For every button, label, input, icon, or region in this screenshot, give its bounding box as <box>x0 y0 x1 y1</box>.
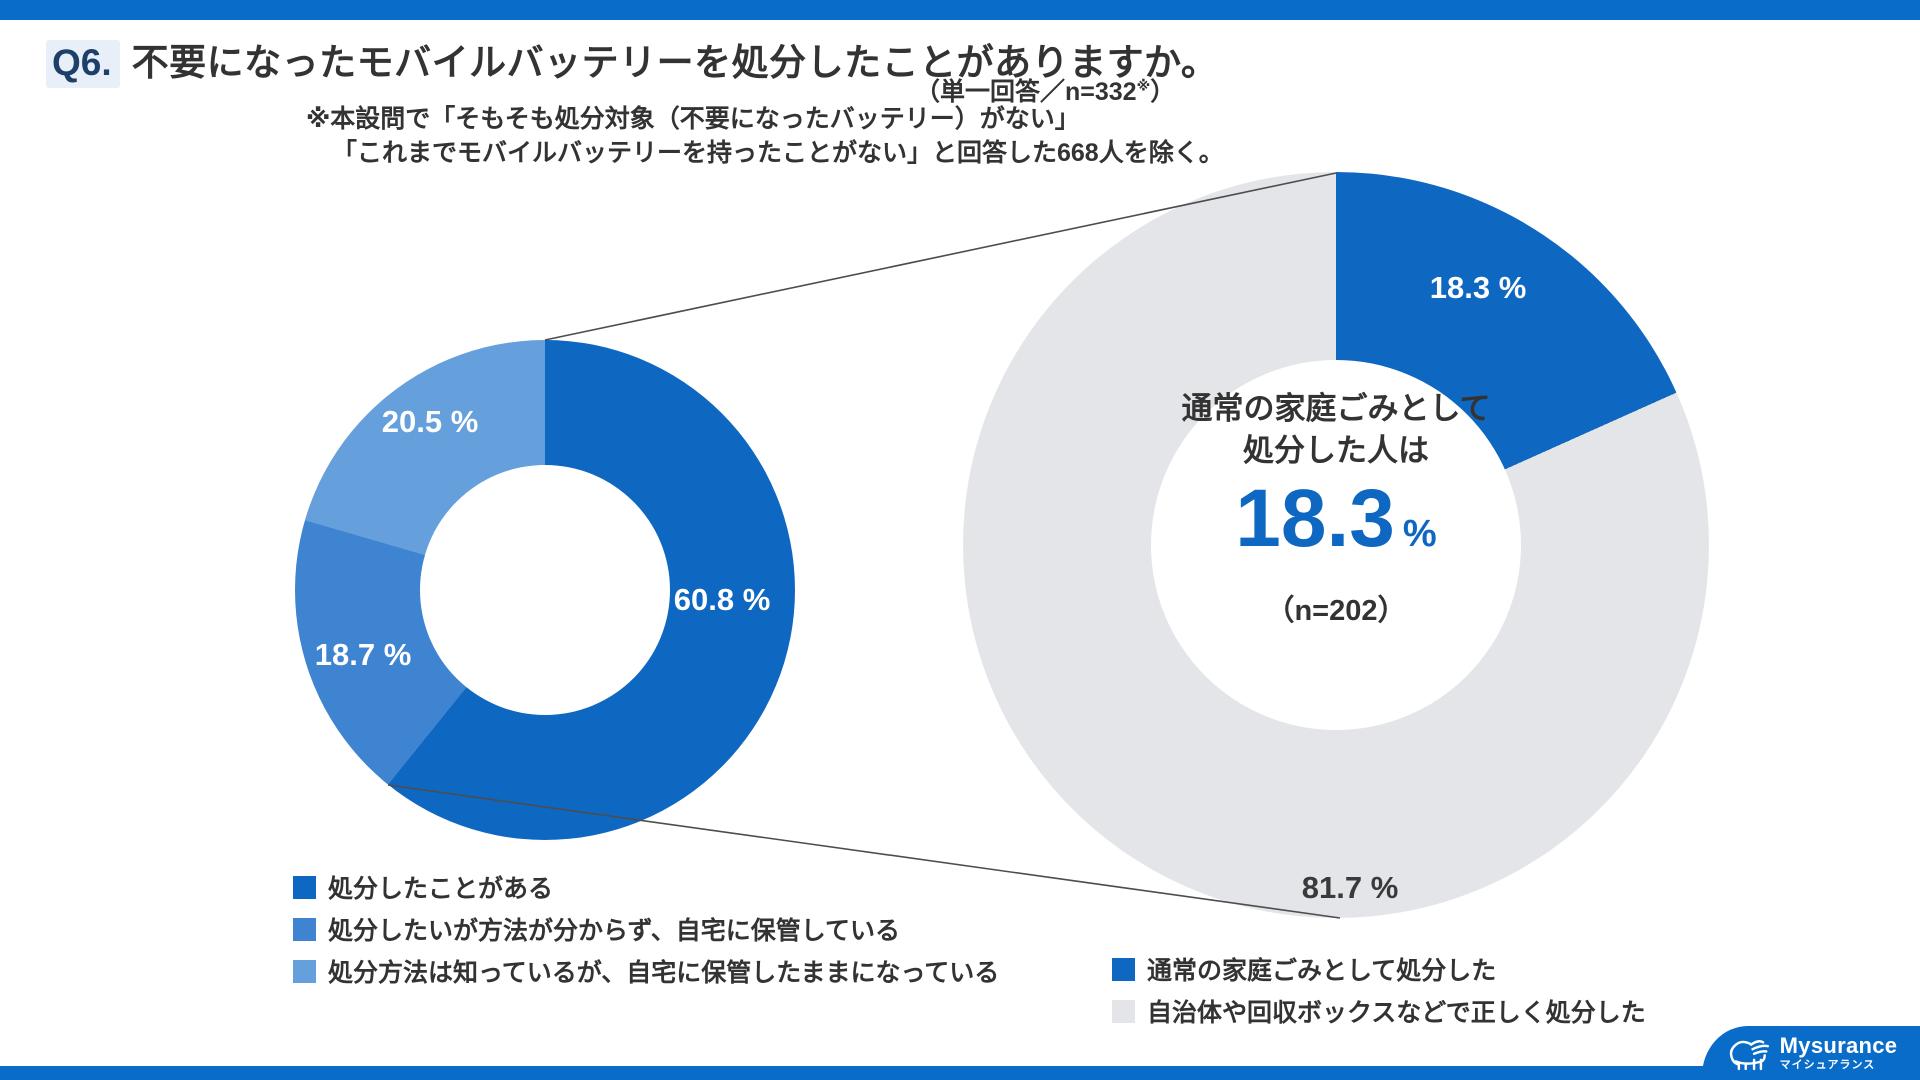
legend-item: 通常の家庭ごみとして処分した <box>1112 948 1646 990</box>
legend-item: 自治体や回収ボックスなどで正しく処分した <box>1112 990 1646 1032</box>
callout-line1: 通常の家庭ごみとして <box>1181 391 1491 426</box>
legend-label: 自治体や回収ボックスなどで正しく処分した <box>1147 999 1646 1027</box>
page-title: Q6. 不要になったモバイルバッテリーを処分したことがありますか。 <box>46 32 1218 88</box>
slice-label-disposed: 60.8 % <box>673 582 771 617</box>
question-number: Q6. <box>46 40 120 88</box>
legend-swatch-keep-know-method <box>293 959 316 983</box>
donut-center-callout: 通常の家庭ごみとして 処分した人は 18.3% （n=202） <box>1151 388 1521 629</box>
mysurance-lion-icon <box>1729 1040 1769 1071</box>
legend-swatch-correctly-disposed <box>1112 999 1135 1023</box>
slice-label-household-garbage: 18.3 % <box>1429 270 1527 305</box>
brand-name: Mysurance <box>1779 1033 1898 1058</box>
legend-swatch-household-garbage <box>1112 957 1135 981</box>
slice-label-keep-know-method: 20.5 % <box>381 404 479 439</box>
legend-label: 通常の家庭ごみとして処分した <box>1147 957 1497 985</box>
callout-sample-size: （n=202） <box>1265 595 1407 627</box>
callout-value: 18.3% <box>1151 478 1521 583</box>
question-title: 不要になったモバイルバッテリーを処分したことがありますか。 <box>131 42 1219 83</box>
callout-line2: 処分した人は <box>1243 433 1429 468</box>
legend-item: 処分方法は知っているが、自宅に保管したままになっている <box>293 950 999 992</box>
legend-label: 処分したことがある <box>328 875 554 903</box>
exclusion-note: ※本設問で「そもそも処分対象（不要になったバッテリー）がない」 「これまでモバイ… <box>306 102 1224 170</box>
legend-disposal-method: 通常の家庭ごみとして処分した 自治体や回収ボックスなどで正しく処分した <box>1112 948 1646 1032</box>
donut-chart-disposal-experience <box>295 340 795 840</box>
brand-text: Mysurance マイシュアランス <box>1780 1035 1898 1071</box>
survey-condition: （単一回答／n=332※） <box>915 77 1176 106</box>
legend-disposal-experience: 処分したことがある 処分したいが方法が分からず、自宅に保管している 処分方法は知… <box>293 866 999 992</box>
donut-hole <box>420 465 670 715</box>
bottom-accent-bar <box>0 1066 1920 1080</box>
legend-item: 処分したいが方法が分からず、自宅に保管している <box>293 908 999 950</box>
top-accent-bar <box>0 0 1920 20</box>
legend-swatch-disposed <box>293 875 316 899</box>
note-mark: ※ <box>1136 77 1151 94</box>
callout-percent: 18.3 <box>1235 473 1395 564</box>
callout-percent-unit: % <box>1402 513 1437 555</box>
brand-badge: Mysurance マイシュアランス <box>1702 1026 1920 1080</box>
donut-hole <box>1151 360 1521 730</box>
legend-item: 処分したことがある <box>293 866 999 908</box>
exclusion-note-line1: ※本設問で「そもそも処分対象（不要になったバッテリー）がない」 <box>306 105 1080 133</box>
legend-swatch-keep-unknown-method <box>293 917 316 941</box>
exclusion-note-line2: 「これまでモバイルバッテリーを持ったことがない」と回答した668人を除く。 <box>332 139 1224 167</box>
legend-label: 処分したいが方法が分からず、自宅に保管している <box>328 917 901 945</box>
slice-label-correctly-disposed: 81.7 % <box>1301 870 1399 905</box>
slice-label-keep-unknown-method: 18.7 % <box>314 637 412 672</box>
brand-name-kana: マイシュアランス <box>1779 1059 1876 1071</box>
legend-label: 処分方法は知っているが、自宅に保管したままになっている <box>328 959 1000 987</box>
